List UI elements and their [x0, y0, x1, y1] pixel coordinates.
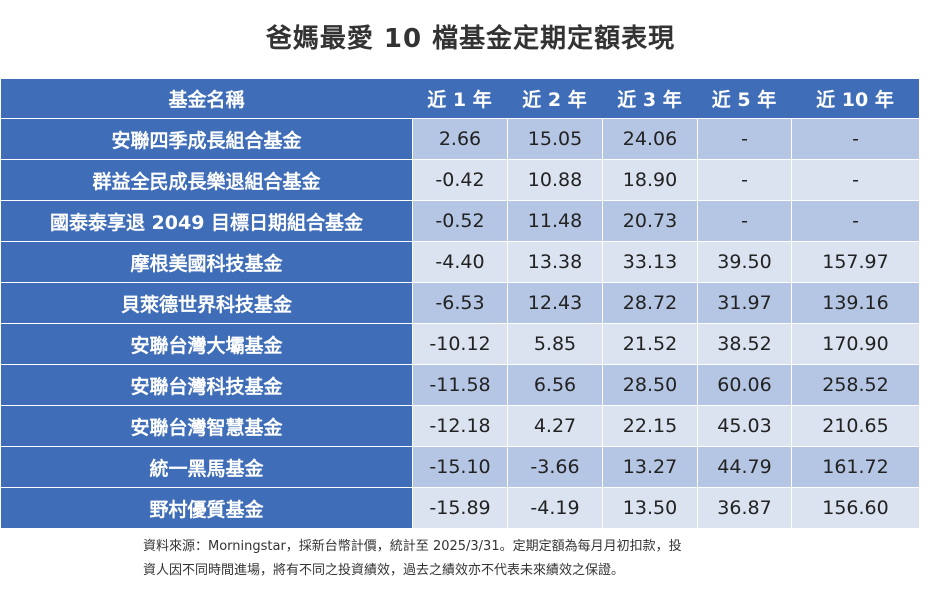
- return-value-cell: 45.03: [697, 406, 791, 447]
- chart-title: 爸媽最愛 10 檔基金定期定額表現: [265, 24, 676, 54]
- table-row: 國泰泰享退 2049 目標日期組合基金 -0.52 11.48 20.73- -: [1, 201, 919, 242]
- column-header: 近 10 年: [791, 79, 919, 119]
- return-value-cell: -: [791, 201, 919, 242]
- column-header: 基金名稱: [1, 79, 412, 119]
- return-value-cell: -: [791, 160, 919, 201]
- return-value-cell: 24.06: [602, 119, 697, 160]
- return-value-cell: 11.48: [507, 201, 602, 242]
- fund-name-cell: 國泰泰享退 2049 目標日期組合基金: [1, 201, 412, 242]
- return-value-cell: 39.50: [697, 242, 791, 283]
- fund-name-cell: 安聯台灣大壩基金: [1, 324, 412, 365]
- table-row: 安聯台灣大壩基金 -10.12 5.85 21.52 38.52 170.90: [1, 324, 919, 365]
- header-row: 基金名稱 近 1 年 近 2 年 近 3 年 近 5 年 近 10 年: [1, 79, 919, 119]
- fund-name-cell: 野村優質基金: [1, 488, 412, 529]
- return-value-cell: 5.85: [507, 324, 602, 365]
- return-value-cell: -3.66: [507, 447, 602, 488]
- return-value-cell: 157.97: [791, 242, 919, 283]
- return-value-cell: 10.88: [507, 160, 602, 201]
- return-value-cell: 28.50: [602, 365, 697, 406]
- fund-name-cell: 群益全民成長樂退組合基金: [1, 160, 412, 201]
- fund-performance-table: 基金名稱 近 1 年 近 2 年 近 3 年 近 5 年 近 10 年 安聯四季…: [1, 79, 919, 529]
- return-value-cell: -10.12: [412, 324, 507, 365]
- return-value-cell: 170.90: [791, 324, 919, 365]
- return-value-cell: -15.89: [412, 488, 507, 529]
- return-value-cell: 28.72: [602, 283, 697, 324]
- return-value-cell: -15.10: [412, 447, 507, 488]
- fund-name-cell: 安聯四季成長組合基金: [1, 119, 412, 160]
- table-body: 安聯四季成長組合基金 2.66 15.05 24.06- - 群益全民成長樂退組合基金 -0…: [1, 119, 919, 529]
- table-row: 安聯四季成長組合基金 2.66 15.05 24.06- -: [1, 119, 919, 160]
- fund-name-cell: 貝萊德世界科技基金: [1, 283, 412, 324]
- return-value-cell: 20.73: [602, 201, 697, 242]
- column-header: 近 1 年: [412, 79, 507, 119]
- return-value-cell: 12.43: [507, 283, 602, 324]
- return-value-cell: 6.56: [507, 365, 602, 406]
- column-header: 近 5 年: [697, 79, 791, 119]
- table-row: 貝萊德世界科技基金 -6.53 12.43 28.72 31.97 139.16: [1, 283, 919, 324]
- return-value-cell: -12.18: [412, 406, 507, 447]
- return-value-cell: 15.05: [507, 119, 602, 160]
- return-value-cell: 13.50: [602, 488, 697, 529]
- return-value-cell: 2.66: [412, 119, 507, 160]
- footnote-line: 資料來源：Morningstar，採新台幣計價，統計至 2025/3/31。定期…: [143, 539, 682, 554]
- return-value-cell: -4.40: [412, 242, 507, 283]
- return-value-cell: 13.38: [507, 242, 602, 283]
- return-value-cell: -0.52: [412, 201, 507, 242]
- footnote-line: 資人因不同時間進場，將有不同之投資績效，過去之績效亦不代表未來績效之保證。: [143, 563, 625, 578]
- table-row: 群益全民成長樂退組合基金 -0.42 10.88 18.90- -: [1, 160, 919, 201]
- return-value-cell: 18.90: [602, 160, 697, 201]
- return-value-cell: -: [791, 119, 919, 160]
- return-value-cell: 13.27: [602, 447, 697, 488]
- table-row: 摩根美國科技基金 -4.40 13.38 33.13 39.50 157.97: [1, 242, 919, 283]
- table-row: 安聯台灣科技基金 -11.58 6.56 28.50 60.06 258.52: [1, 365, 919, 406]
- table-row: 安聯台灣智慧基金 -12.18 4.27 22.15 45.03 210.65: [1, 406, 919, 447]
- return-value-cell: 210.65: [791, 406, 919, 447]
- return-value-cell: 4.27: [507, 406, 602, 447]
- return-value-cell: 38.52: [697, 324, 791, 365]
- return-value-cell: 36.87: [697, 488, 791, 529]
- column-header: 近 2 年: [507, 79, 602, 119]
- table-row: 統一黑馬基金 -15.10 -3.66 13.27 44.79 161.72: [1, 447, 919, 488]
- return-value-cell: 31.97: [697, 283, 791, 324]
- return-value-cell: 258.52: [791, 365, 919, 406]
- return-value-cell: -11.58: [412, 365, 507, 406]
- fund-name-cell: 安聯台灣科技基金: [1, 365, 412, 406]
- return-value-cell: 156.60: [791, 488, 919, 529]
- fund-name-cell: 摩根美國科技基金: [1, 242, 412, 283]
- return-value-cell: 21.52: [602, 324, 697, 365]
- fund-name-cell: 安聯台灣智慧基金: [1, 406, 412, 447]
- column-header: 近 3 年: [602, 79, 697, 119]
- return-value-cell: 139.16: [791, 283, 919, 324]
- return-value-cell: -6.53: [412, 283, 507, 324]
- return-value-cell: -: [697, 201, 791, 242]
- return-value-cell: 60.06: [697, 365, 791, 406]
- return-value-cell: 33.13: [602, 242, 697, 283]
- return-value-cell: -: [697, 119, 791, 160]
- return-value-cell: 44.79: [697, 447, 791, 488]
- return-value-cell: -: [697, 160, 791, 201]
- return-value-cell: 161.72: [791, 447, 919, 488]
- fund-name-cell: 統一黑馬基金: [1, 447, 412, 488]
- table-row: 野村優質基金 -15.89 -4.19 13.50 36.87 156.60: [1, 488, 919, 529]
- return-value-cell: -4.19: [507, 488, 602, 529]
- return-value-cell: -0.42: [412, 160, 507, 201]
- footnote: 資料來源：Morningstar，採新台幣計價，統計至 2025/3/31。定期…: [143, 535, 843, 583]
- return-value-cell: 22.15: [602, 406, 697, 447]
